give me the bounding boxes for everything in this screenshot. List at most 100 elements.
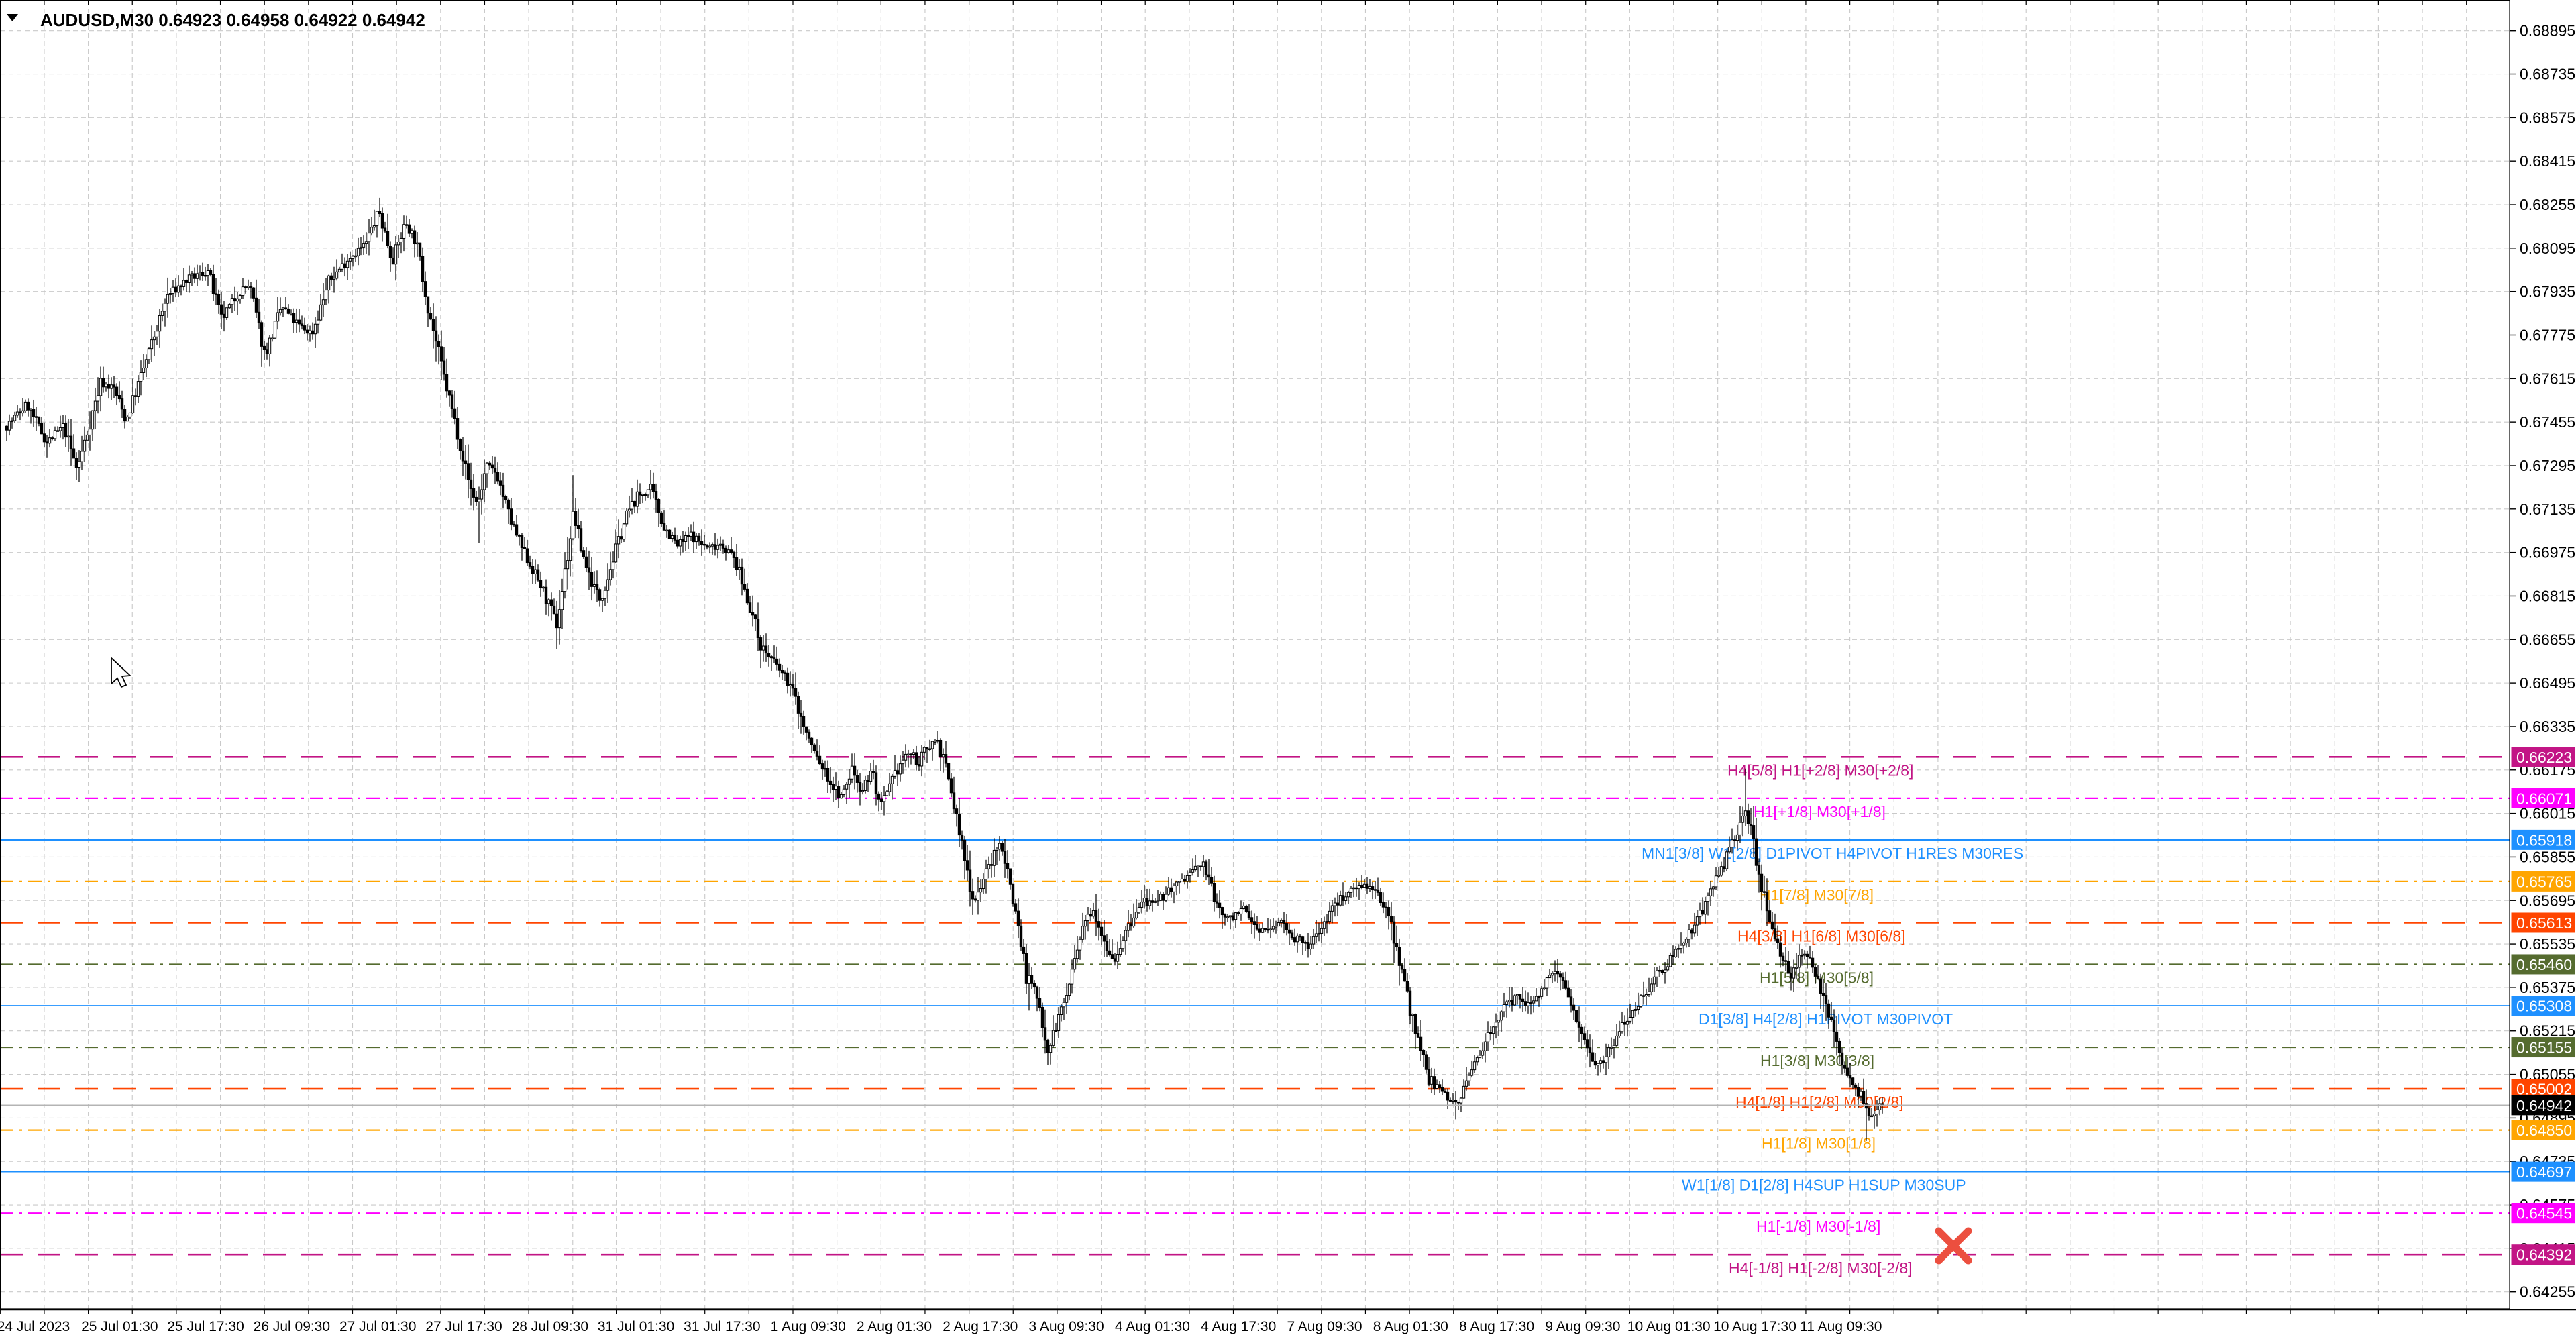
time-axis-label[interactable]: 26 Jul 09:30	[254, 1319, 330, 1334]
time-axis-label[interactable]: 10 Aug 01:30	[1627, 1319, 1711, 1334]
candle-bull	[190, 273, 194, 276]
candle-bull	[396, 241, 400, 246]
price-axis-label[interactable]: 0.67935	[2520, 283, 2575, 301]
time-axis-label[interactable]: 8 Aug 17:30	[1459, 1319, 1534, 1334]
candle-bull	[1599, 1060, 1603, 1064]
price-axis-label[interactable]: 0.68895	[2520, 22, 2575, 40]
candle-bull	[139, 372, 143, 382]
candle-bull	[1357, 885, 1361, 889]
candle-bull	[1647, 991, 1651, 995]
candle-bear	[498, 480, 502, 486]
price-axis-label[interactable]: 0.66495	[2520, 674, 2575, 692]
time-axis-label[interactable]: 25 Jul 17:30	[167, 1319, 244, 1334]
price-axis-label[interactable]: 0.66975	[2520, 544, 2575, 561]
candle-bear	[343, 263, 347, 268]
price-axis-label[interactable]: 0.65535	[2520, 935, 2575, 953]
price-axis-label[interactable]: 0.66335	[2520, 718, 2575, 735]
price-axis-label[interactable]: 0.67135	[2520, 500, 2575, 518]
price-level-line[interactable]: H1[1/8] M30[1/8]	[0, 1129, 2510, 1153]
time-axis-label[interactable]: 4 Aug 01:30	[1115, 1319, 1190, 1334]
candle-bear	[1145, 898, 1149, 906]
time-axis-label[interactable]: 2 Aug 01:30	[857, 1319, 932, 1334]
candle-bull	[890, 775, 894, 784]
time-axis-label[interactable]: 31 Jul 17:30	[684, 1319, 760, 1334]
candle-bull	[882, 795, 886, 802]
candle-bull	[912, 752, 916, 755]
time-axis-label[interactable]: 24 Jul 2023	[0, 1319, 70, 1334]
price-axis-label[interactable]: 0.68415	[2520, 152, 2575, 170]
price-level-line[interactable]: H4[-1/8] H1[-2/8] M30[-2/8]	[0, 1253, 2510, 1277]
candle-bear	[963, 839, 967, 861]
time-axis-label[interactable]: 11 Aug 09:30	[1800, 1319, 1882, 1334]
time-axis-label[interactable]: 1 Aug 09:30	[771, 1319, 846, 1334]
price-axis-label[interactable]: 0.66655	[2520, 631, 2575, 648]
price-axis-label[interactable]: 0.68095	[2520, 239, 2575, 257]
candle-bear	[1102, 935, 1106, 942]
overlay-layer	[111, 656, 1972, 1265]
price-axis-label[interactable]: 0.68735	[2520, 66, 2575, 83]
candle-bear	[783, 672, 787, 674]
candle-bear	[1287, 929, 1291, 934]
price-axis-label[interactable]: 0.67455	[2520, 413, 2575, 431]
price-level-line[interactable]: H1[+1/8] M30[+1/8]	[0, 797, 2510, 820]
candle-bear	[461, 450, 465, 462]
candle-bull	[1534, 996, 1538, 1002]
price-axis-label[interactable]: 0.68575	[2520, 109, 2575, 126]
candle-bear	[1778, 942, 1782, 957]
price-level-line[interactable]: H1[7/8] M30[7/8]	[0, 880, 2510, 904]
price-level-line[interactable]: MN1[3/8] W1[2/8] D1PIVOT H4PIVOT H1RES M…	[0, 839, 2510, 862]
time-axis-label[interactable]: 8 Aug 01:30	[1373, 1319, 1448, 1334]
candle-bear	[804, 726, 808, 733]
price-axis-label[interactable]: 0.65695	[2520, 892, 2575, 909]
candle-bear	[858, 782, 862, 792]
price-level-line[interactable]: H1[-1/8] M30[-1/8]	[0, 1212, 2510, 1235]
candle-bear	[1421, 1049, 1426, 1055]
candle-bear	[877, 793, 881, 800]
time-axis-label[interactable]: 25 Jul 01:30	[81, 1319, 158, 1334]
price-axis-label[interactable]: 0.64255	[2520, 1283, 2575, 1301]
time-axis-label[interactable]: 31 Jul 01:30	[598, 1319, 674, 1334]
candle-bear	[1252, 921, 1256, 925]
time-axis-label[interactable]: 27 Jul 17:30	[425, 1319, 502, 1334]
candle-bull	[547, 599, 551, 604]
candle-bull	[1682, 943, 1686, 946]
time-axis-label[interactable]: 2 Aug 17:30	[943, 1319, 1018, 1334]
candle-bear	[947, 763, 951, 780]
trade-close-x-marker[interactable]	[1935, 1227, 1972, 1265]
time-axis-label[interactable]: 27 Jul 01:30	[339, 1319, 416, 1334]
candle-bear	[855, 775, 859, 783]
price-axis-label[interactable]: 0.65375	[2520, 979, 2575, 996]
price-axis-level-box	[2511, 1244, 2575, 1265]
time-axis-label[interactable]: 4 Aug 17:30	[1201, 1319, 1276, 1334]
price-axis-label[interactable]: 0.68255	[2520, 196, 2575, 213]
time-axis-label[interactable]: 9 Aug 09:30	[1545, 1319, 1620, 1334]
price-axis-label[interactable]: 0.67775	[2520, 326, 2575, 343]
price-level-label: H4[3/8] H1[6/8] M30[6/8]	[1737, 927, 1906, 945]
time-axis-label[interactable]: 28 Jul 09:30	[512, 1319, 588, 1334]
candle-bull	[21, 410, 25, 414]
price-level-line[interactable]: W1[1/8] D1[2/8] H4SUP H1SUP M30SUP	[0, 1171, 2510, 1194]
chart-plot-area[interactable]	[0, 0, 2510, 1309]
price-axis-label[interactable]: 0.67295	[2520, 457, 2575, 474]
candle-bear	[713, 544, 717, 550]
candle-bull	[85, 434, 89, 441]
candle-bear	[777, 663, 782, 671]
price-axis-label[interactable]: 0.65215	[2520, 1022, 2575, 1040]
symbol-dropdown-icon[interactable]	[7, 14, 18, 21]
price-axis-label[interactable]: 0.66815	[2520, 587, 2575, 604]
time-axis-label[interactable]: 3 Aug 09:30	[1029, 1319, 1104, 1334]
price-axis-label[interactable]: 0.67615	[2520, 370, 2575, 387]
time-axis-label[interactable]: 10 Aug 17:30	[1713, 1319, 1796, 1334]
candle-bull	[281, 307, 285, 310]
candle-bear	[184, 280, 189, 283]
price-axis-label[interactable]: 0.65855	[2520, 848, 2575, 865]
price-level-line[interactable]: H1[3/8] M30[3/8]	[0, 1046, 2510, 1069]
candle-bull	[1124, 930, 1128, 941]
price-level-line[interactable]: H4[5/8] H1[+2/8] M30[+2/8]	[0, 756, 2510, 779]
candle-bull	[1545, 977, 1549, 989]
time-axis-label[interactable]: 7 Aug 09:30	[1287, 1319, 1362, 1334]
candle-bear	[101, 378, 105, 388]
candle-bear	[1786, 961, 1790, 974]
candle-bear	[1218, 902, 1222, 908]
price-level-line[interactable]: H4[1/8] H1[2/8] M30[2/8]	[0, 1087, 2510, 1111]
